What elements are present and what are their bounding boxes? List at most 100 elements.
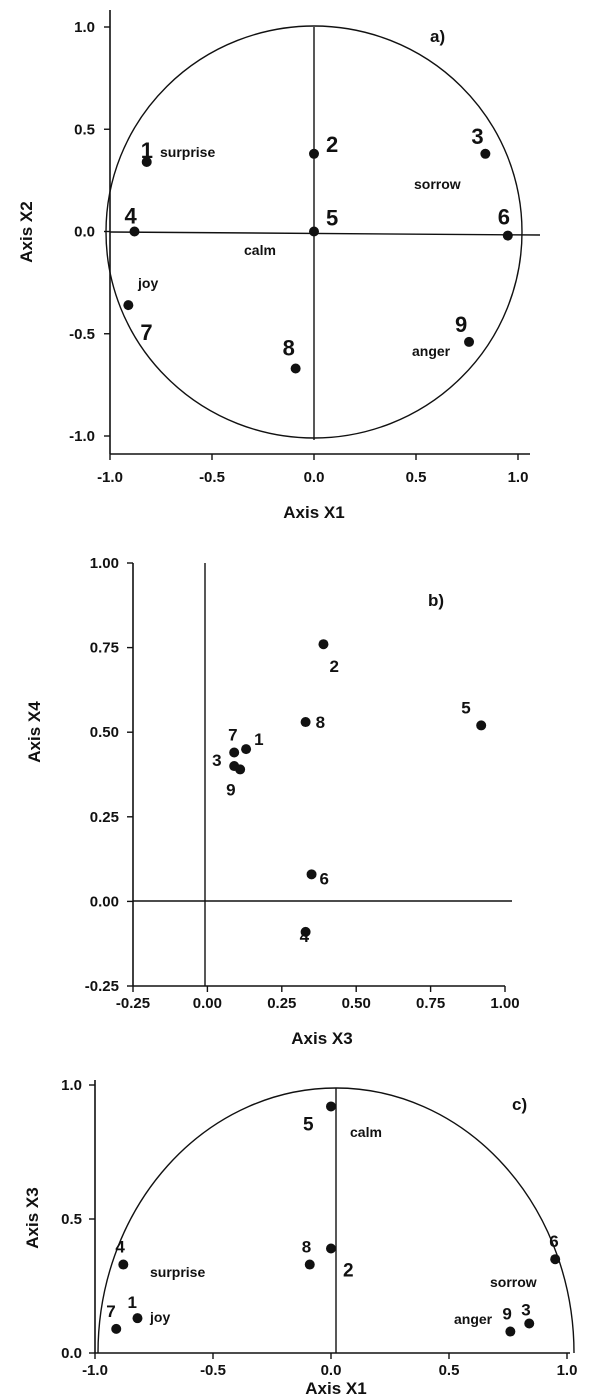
point-label-9: 9 (502, 1305, 511, 1324)
point-label-7: 7 (106, 1302, 115, 1321)
point-label-5: 5 (303, 1114, 314, 1135)
x-tick-label: -0.5 (199, 469, 225, 486)
y-tick-label: -1.0 (69, 428, 95, 445)
point-label-2: 2 (326, 132, 338, 157)
point-label-3: 3 (471, 124, 483, 149)
data-point-5 (309, 226, 319, 237)
point-label-6: 6 (549, 1232, 558, 1251)
point-label-7: 7 (228, 726, 237, 745)
point-label-8: 8 (283, 336, 295, 361)
data-point-8 (290, 363, 301, 374)
y-tick-label: -0.25 (85, 978, 119, 995)
panel-b: 1.00 0.75 0.50 0.25 0.00 -0.25-0.25 0.00 0.25 0.… (25, 555, 520, 1048)
data-point-1 (132, 1313, 143, 1324)
point-label-1: 1 (254, 730, 263, 749)
data-point-4 (129, 226, 140, 237)
y-tick-label: 0.75 (90, 640, 119, 657)
y-tick-label: 1.00 (90, 555, 119, 572)
point-label-8: 8 (316, 713, 325, 732)
point-label-7: 7 (140, 320, 152, 345)
x-tick-label: -0.5 (200, 1362, 226, 1379)
annotation-calm: calm (244, 242, 276, 258)
annotation-joy: joy (149, 1309, 170, 1325)
x-tick-label: -1.0 (82, 1362, 108, 1379)
x-axis-label: Axis X3 (291, 1029, 352, 1048)
data-point-4 (118, 1259, 129, 1270)
x-axis-label: Axis X1 (305, 1379, 366, 1395)
annotation-surprise: surprise (160, 144, 215, 160)
y-tick-label: 0.25 (90, 809, 119, 826)
data-point-8 (304, 1259, 315, 1270)
x-tick-label: -1.0 (97, 469, 123, 486)
annotation-anger: anger (412, 343, 451, 359)
panel-title: a) (430, 27, 445, 46)
y-tick-label: 1.0 (74, 19, 95, 36)
data-point-7 (123, 300, 134, 311)
point-label-1: 1 (141, 138, 153, 163)
point-label-4: 4 (124, 204, 137, 229)
data-point-9 (505, 1326, 516, 1337)
x-tick-label: 1.0 (557, 1362, 578, 1379)
x-tick-label: 1.00 (490, 995, 519, 1012)
data-point-2 (309, 148, 319, 159)
x-tick-label: 0.75 (416, 995, 445, 1012)
data-point-7 (229, 747, 240, 758)
y-tick-label: 0.5 (74, 121, 95, 138)
y-tick-label: 0.50 (90, 724, 119, 741)
point-label-5: 5 (461, 698, 470, 717)
x-tick-label: 1.0 (508, 469, 529, 486)
annotation-calm: calm (350, 1124, 382, 1140)
annotation-surprise: surprise (150, 1264, 205, 1280)
data-point-6 (502, 230, 513, 241)
point-label-4: 4 (300, 927, 310, 946)
panel-title: c) (512, 1095, 527, 1114)
annotation-sorrow: sorrow (490, 1274, 537, 1290)
point-label-3: 3 (521, 1301, 530, 1320)
annotation-sorrow: sorrow (414, 176, 461, 192)
y-axis-label: Axis X2 (17, 201, 36, 262)
point-label-4: 4 (115, 1238, 125, 1257)
x-tick-label: 0.50 (342, 995, 371, 1012)
point-label-2: 2 (329, 657, 338, 676)
data-point-2 (326, 1243, 336, 1254)
horizontal-reference-line (109, 231, 541, 236)
point-label-5: 5 (326, 206, 338, 231)
data-point-3 (480, 148, 491, 159)
y-tick-label: 0.0 (61, 1345, 82, 1362)
y-tick-label: 0.5 (61, 1211, 82, 1228)
data-point-6 (550, 1254, 561, 1265)
data-point-4 (300, 926, 311, 937)
point-label-2: 2 (343, 1260, 354, 1281)
data-point-9 (464, 336, 475, 347)
y-tick-label: 0.0 (74, 224, 95, 241)
y-axis-label: Axis X4 (25, 701, 44, 763)
point-label-9: 9 (455, 312, 467, 337)
data-point-5 (326, 1101, 336, 1112)
x-axis-label: Axis X1 (283, 503, 344, 522)
x-tick-label: 0.5 (439, 1362, 460, 1379)
data-point-8 (300, 717, 311, 728)
annotation-joy: joy (137, 275, 158, 291)
data-point-6 (306, 869, 317, 880)
data-point-3 (524, 1318, 535, 1329)
data-point-5 (476, 720, 487, 731)
y-axis-label: Axis X3 (23, 1187, 42, 1248)
point-label-6: 6 (320, 869, 329, 888)
x-tick-label: -0.25 (116, 995, 150, 1012)
data-point-1 (241, 744, 252, 755)
panel-a: 1.0 0.5 0.0 -0.5 -1.0 -1.0 -0.5 0.0 0.5 1.0 Axis X… (17, 10, 541, 522)
y-tick-label: -0.5 (69, 326, 95, 343)
annotation-anger: anger (454, 1311, 493, 1327)
data-point-1 (141, 156, 152, 167)
data-point-9 (235, 764, 246, 775)
y-tick-label: 0.00 (90, 893, 119, 910)
x-tick-label: 0.0 (304, 469, 325, 486)
y-tick-label: 1.0 (61, 1077, 82, 1094)
x-tick-label: 0.0 (321, 1362, 342, 1379)
data-point-2 (318, 639, 329, 650)
x-tick-label: 0.00 (193, 995, 222, 1012)
point-label-8: 8 (302, 1238, 311, 1257)
point-label-3: 3 (212, 751, 221, 770)
